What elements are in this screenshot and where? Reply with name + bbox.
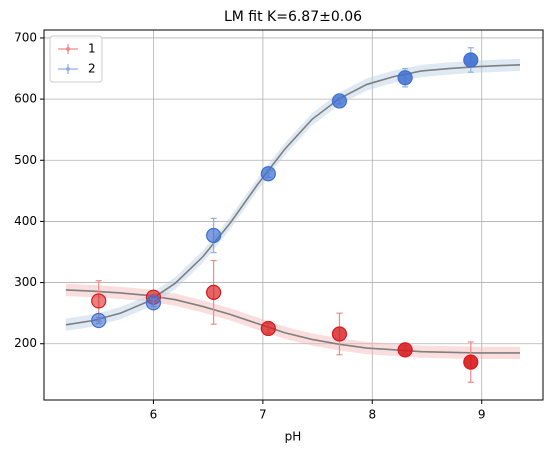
legend-label: 2 bbox=[88, 62, 96, 76]
x-tick-label: 6 bbox=[150, 408, 158, 422]
y-tick-label: 700 bbox=[14, 30, 37, 44]
point bbox=[206, 227, 222, 244]
legend-box bbox=[49, 35, 103, 83]
point bbox=[463, 354, 479, 370]
fit-line bbox=[65, 289, 521, 354]
point bbox=[397, 70, 413, 86]
y-tick-label: 600 bbox=[14, 92, 37, 106]
point bbox=[397, 342, 413, 358]
legend-marker bbox=[66, 67, 70, 71]
point bbox=[260, 166, 276, 182]
y-tick-label: 400 bbox=[14, 214, 37, 228]
point bbox=[331, 326, 348, 342]
y-tick-label: 200 bbox=[14, 336, 37, 350]
point bbox=[331, 93, 348, 109]
point bbox=[206, 284, 222, 300]
y-tick-label: 500 bbox=[14, 153, 37, 167]
x-tick-label: 8 bbox=[368, 408, 376, 422]
chart-title: LM fit K=6.87±0.06 bbox=[224, 9, 362, 25]
legend-label: 1 bbox=[88, 42, 96, 56]
fit-line bbox=[65, 64, 521, 326]
y-tick-label: 300 bbox=[14, 275, 37, 289]
legend: 12 bbox=[49, 35, 103, 83]
x-axis-label: pH bbox=[285, 430, 302, 444]
legend-marker bbox=[66, 47, 70, 51]
plot-frame bbox=[43, 29, 544, 401]
point bbox=[463, 52, 479, 68]
point bbox=[145, 295, 162, 311]
x-tick-label: 9 bbox=[478, 408, 486, 422]
point bbox=[260, 320, 276, 337]
point bbox=[91, 293, 107, 309]
point bbox=[91, 312, 107, 329]
x-tick-label: 7 bbox=[259, 408, 267, 422]
confidence-band bbox=[65, 283, 521, 360]
